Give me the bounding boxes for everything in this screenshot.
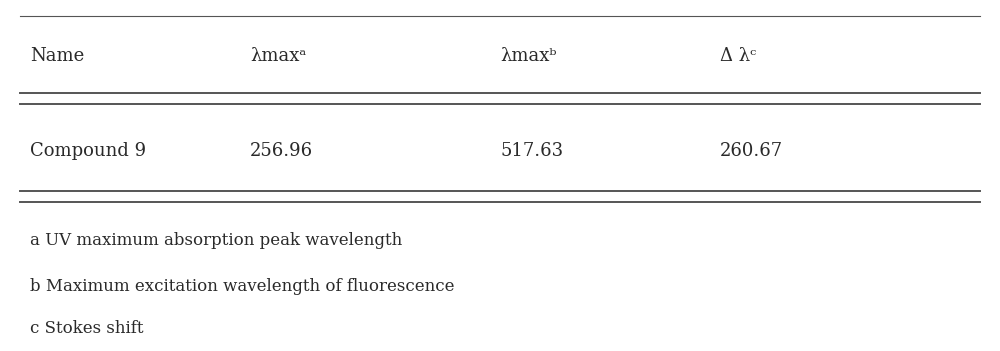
Text: λmaxᵃ: λmaxᵃ: [250, 47, 306, 65]
Text: 517.63: 517.63: [500, 142, 563, 160]
Text: a UV maximum absorption peak wavelength: a UV maximum absorption peak wavelength: [30, 232, 402, 249]
Text: Compound 9: Compound 9: [30, 142, 146, 160]
Text: 256.96: 256.96: [250, 142, 313, 160]
Text: Δ λᶜ: Δ λᶜ: [720, 47, 756, 65]
Text: c Stokes shift: c Stokes shift: [30, 320, 144, 337]
Text: 260.67: 260.67: [720, 142, 783, 160]
Text: λmaxᵇ: λmaxᵇ: [500, 47, 556, 65]
Text: b Maximum excitation wavelength of fluorescence: b Maximum excitation wavelength of fluor…: [30, 278, 454, 294]
Text: Name: Name: [30, 47, 84, 65]
